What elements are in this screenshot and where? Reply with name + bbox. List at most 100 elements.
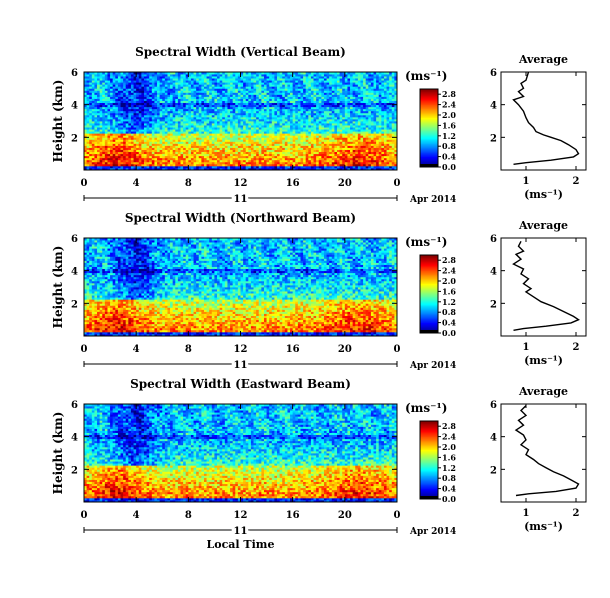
heatmap-cell [151, 80, 155, 83]
heatmap-cell [230, 125, 234, 128]
heatmap-cell [201, 110, 205, 114]
heatmap-cell [97, 127, 101, 130]
heatmap-cell [110, 110, 114, 114]
heatmap-cell [253, 78, 257, 81]
heatmap-cell [323, 96, 327, 99]
heatmap-cell [211, 139, 215, 142]
heatmap-cell [89, 163, 93, 167]
heatmap-cell [102, 100, 106, 104]
heatmap-cell [180, 133, 184, 136]
heatmap-cell [180, 139, 184, 142]
heatmap-cell [300, 123, 304, 126]
heatmap-cell [224, 141, 228, 144]
heatmap-cell [198, 129, 202, 132]
heatmap-cell [222, 118, 226, 122]
heatmap-cell [107, 80, 111, 83]
heatmap-cell [86, 118, 90, 122]
heatmap-cell [300, 80, 304, 83]
heatmap-cell [143, 74, 147, 77]
heatmap-cell [180, 82, 184, 85]
heatmap-cell [274, 84, 278, 87]
heatmap-cell [107, 112, 111, 116]
heatmap-cell [269, 100, 273, 104]
heatmap-cell [86, 125, 90, 128]
heatmap-cell [230, 88, 234, 91]
heatmap-cell [162, 102, 166, 106]
heatmap-cell [321, 114, 325, 118]
heatmap-cell [277, 161, 281, 165]
heatmap-cell [107, 104, 111, 108]
heatmap-cell [274, 88, 278, 91]
heatmap-cell [240, 84, 244, 87]
heatmap-cell [219, 145, 223, 148]
heatmap-cell [203, 141, 207, 144]
heatmap-cell [133, 78, 137, 81]
heatmap-cell [232, 155, 236, 159]
heatmap-cell [339, 112, 343, 116]
heatmap-cell [347, 127, 351, 130]
heatmap-cell [149, 74, 153, 77]
heatmap-cell [128, 157, 132, 161]
heatmap-cell [253, 147, 257, 150]
heatmap-cell [159, 94, 163, 97]
heatmap-cell [196, 133, 200, 136]
heatmap-cell [250, 110, 254, 114]
heatmap-cell [120, 155, 124, 159]
heatmap-cell [154, 123, 158, 126]
heatmap-cell [313, 135, 317, 138]
heatmap-cell [277, 145, 281, 148]
heatmap-cell [84, 94, 88, 97]
heatmap-cell [209, 92, 213, 95]
heatmap-cell [331, 153, 335, 157]
heatmap-cell [211, 145, 215, 148]
heatmap-cell [120, 139, 124, 142]
heatmap-cell [198, 96, 202, 99]
heatmap-cell [227, 116, 231, 120]
heatmap-cell [271, 141, 275, 144]
heatmap-cell [164, 110, 168, 114]
heatmap-cell [94, 135, 98, 138]
heatmap-cell [318, 84, 322, 87]
heatmap-cell [305, 123, 309, 126]
heatmap-cell [102, 92, 106, 95]
heatmap-cell [151, 137, 155, 140]
heatmap-cell [290, 121, 294, 124]
heatmap-cell [329, 86, 333, 89]
heatmap-cell [151, 155, 155, 159]
heatmap-cell [115, 123, 119, 126]
heatmap-cell [110, 116, 114, 120]
heatmap-cell [159, 114, 163, 118]
heatmap-cell [180, 125, 184, 128]
heatmap-cell [269, 129, 273, 132]
heatmap-cell [159, 149, 163, 153]
heatmap-cell [193, 118, 197, 122]
heatmap-cell [172, 157, 176, 161]
heatmap-cell [334, 151, 338, 155]
heatmap-cell [287, 139, 291, 142]
heatmap-cell [321, 82, 325, 85]
heatmap-cell [263, 78, 267, 81]
heatmap-cell [130, 145, 134, 148]
heatmap-cell [196, 167, 200, 171]
heatmap-cell [141, 133, 145, 136]
heatmap-cell [138, 80, 142, 83]
heatmap-cell [154, 125, 158, 128]
heatmap-cell [180, 141, 184, 144]
heatmap-cell [326, 94, 330, 97]
heatmap-cell [290, 78, 294, 81]
heatmap-cell [342, 157, 346, 161]
heatmap-cell [344, 161, 348, 165]
heatmap-cell [164, 114, 168, 118]
heatmap-cell [157, 165, 161, 169]
heatmap-cell [193, 129, 197, 132]
heatmap-cell [305, 118, 309, 122]
heatmap-cell [350, 88, 354, 91]
heatmap-cell [334, 90, 338, 93]
heatmap-cell [248, 127, 252, 130]
heatmap-cell [303, 104, 307, 108]
heatmap-cell [154, 167, 158, 171]
heatmap-cell [198, 112, 202, 116]
heatmap-cell [154, 102, 158, 106]
heatmap-cell [321, 149, 325, 153]
heatmap-cell [256, 88, 260, 91]
